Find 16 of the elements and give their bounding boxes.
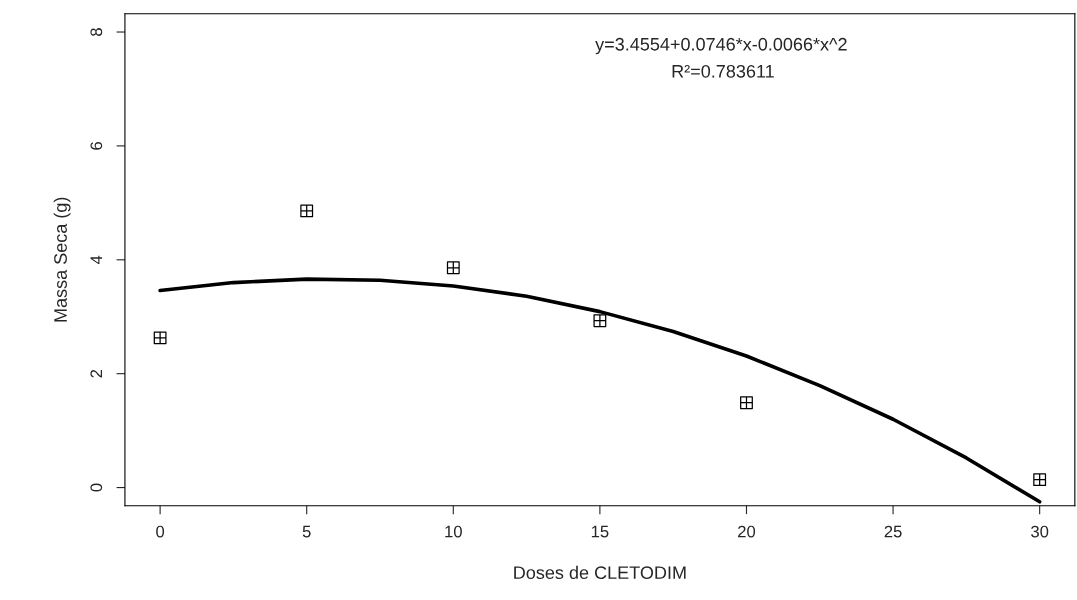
annotation: R²=0.783611 xyxy=(672,64,774,78)
y-axis-title: Massa Seca (g) xyxy=(53,197,71,322)
x-axis-title: Doses de CLETODIM xyxy=(514,565,686,580)
x-tick-label: 5 xyxy=(302,525,311,538)
y-tick-label: 4 xyxy=(90,255,103,265)
annotation: y=3.4554+0.0746*x-0.0066*x^2 xyxy=(595,37,847,55)
x-tick-label: 10 xyxy=(445,525,462,538)
y-tick-label: 6 xyxy=(90,142,103,150)
x-tick-label: 20 xyxy=(738,525,756,538)
x-tick-label: 0 xyxy=(156,525,165,538)
x-tick-label: 30 xyxy=(1031,525,1049,538)
y-tick-label: 0 xyxy=(90,483,103,492)
x-tick-label: 25 xyxy=(884,525,902,538)
y-tick-label: 2 xyxy=(90,369,103,378)
x-tick-label: 15 xyxy=(591,525,609,538)
y-tick-label: 8 xyxy=(90,28,103,36)
